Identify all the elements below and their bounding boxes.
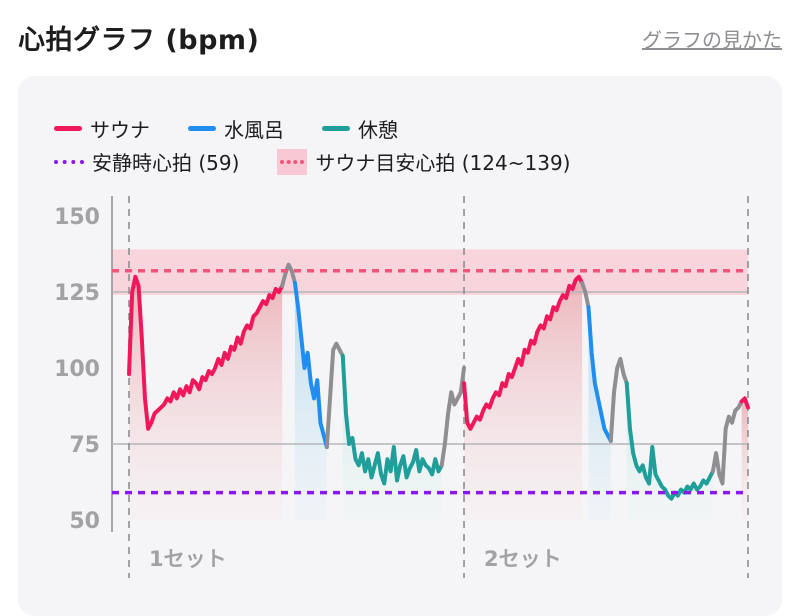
line-water: [586, 305, 613, 443]
line-other: [280, 262, 297, 288]
legend-water-swatch: [188, 126, 216, 131]
area-sauna: [741, 398, 748, 520]
legend-rest-swatch: [322, 126, 350, 131]
area-sauna: [464, 276, 583, 520]
line-other: [439, 366, 467, 468]
line-other: [580, 280, 591, 310]
chart-help-link[interactable]: グラフの見かた: [642, 28, 782, 52]
line-water: [292, 280, 329, 450]
y-tick-label: 150: [54, 205, 100, 230]
legend-sauna-target: サウナ目安心拍 (124~139): [277, 147, 571, 176]
legend-resting-hr: 安静時心拍 (59): [54, 147, 239, 176]
area-water: [294, 282, 327, 520]
page-title: 心拍グラフ (bpm): [18, 25, 260, 56]
line-sauna: [127, 274, 285, 431]
set-label: 2セット: [484, 547, 562, 571]
line-other: [710, 399, 744, 486]
line-sauna: [462, 274, 585, 431]
area-sauna: [129, 276, 283, 520]
legend-row-phases: サウナ 水風呂 休憩: [54, 114, 436, 143]
legend-target-label: サウナ目安心拍 (124~139): [315, 151, 571, 175]
line-sauna: [739, 396, 750, 410]
legend-sauna-label: サウナ: [90, 118, 150, 142]
legend-water-label: 水風呂: [224, 118, 284, 142]
set-label: 1セット: [149, 547, 227, 571]
chart-card: サウナ 水風呂 休憩 安静時心拍 (59) サウナ目安心拍 (124~139): [18, 76, 782, 616]
legend-rest-label: 休憩: [358, 118, 398, 142]
y-tick-label: 50: [69, 509, 100, 534]
line-other: [608, 356, 629, 443]
y-tick-label: 75: [69, 433, 100, 458]
line-rest: [624, 381, 715, 501]
legend-rest: 休憩: [322, 114, 398, 143]
legend-resting-swatch: [54, 159, 84, 164]
line-other: [324, 341, 345, 450]
legend-sauna-swatch: [54, 126, 82, 131]
legend-target-swatch: [277, 148, 308, 175]
area-rest: [342, 355, 442, 520]
y-tick-label: 100: [54, 357, 100, 382]
legend-row-refs: 安静時心拍 (59) サウナ目安心拍 (124~139): [54, 147, 609, 176]
line-rest: [340, 353, 444, 486]
legend-resting-label: 安静時心拍 (59): [92, 151, 240, 175]
legend-water: 水風呂: [188, 114, 284, 143]
legend-sauna: サウナ: [54, 114, 150, 143]
heart-rate-chart: 50 75 100 125 150 1セット 2セット: [54, 196, 750, 578]
y-tick-label: 125: [54, 281, 100, 306]
area-rest: [626, 383, 713, 520]
